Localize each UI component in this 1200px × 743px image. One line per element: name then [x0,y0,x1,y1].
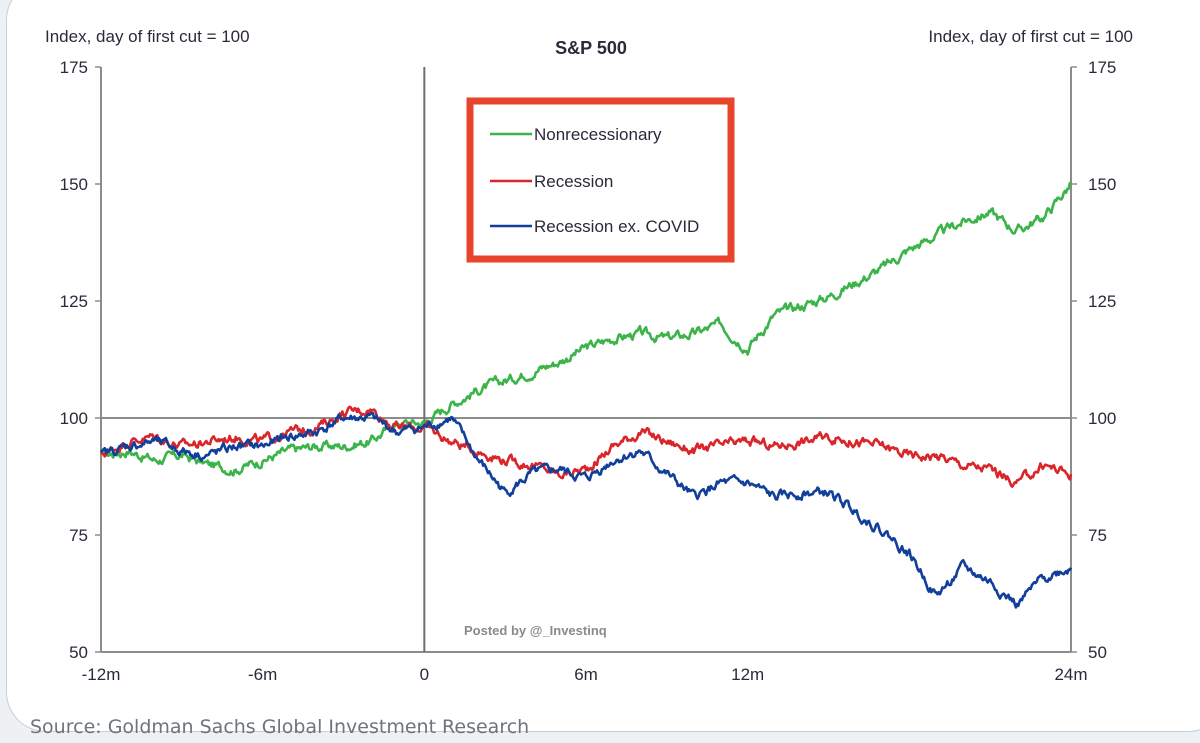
y-tick-label-left: 75 [69,526,88,545]
legend: Nonrecessionary Recession Recession ex. … [466,97,735,263]
source-note: Source: Goldman Sachs Global Investment … [30,716,530,738]
x-tick-label: 6m [574,665,598,684]
y-tick-label-left: 150 [60,175,88,194]
left-axis-label: Index, day of first cut = 100 [45,27,250,46]
y-tick-label-right: 50 [1088,643,1107,662]
watermark: Posted by @_Investinq [464,623,607,638]
series-line-recession-ex-covid [99,411,1073,609]
legend-label-nonrecessionary: Nonrecessionary [534,125,662,144]
y-tick-label-right: 125 [1088,292,1116,311]
axes: 50 50 75 75 100 100 125 125 150 150 175 175 -12m -6m 0… [60,58,1117,684]
legend-label-recession: Recession [534,172,613,191]
x-tick-label: 0 [420,665,429,684]
y-tick-label-right: 175 [1088,58,1116,77]
y-tick-label-left: 100 [60,409,88,428]
y-tick-label-left: 125 [60,292,88,311]
series-line-recession [99,405,1073,488]
y-tick-label-right: 100 [1088,409,1116,428]
legend-label-recession-ex-covid: Recession ex. COVID [534,217,699,236]
y-tick-label-left: 50 [69,643,88,662]
y-tick-label-right: 75 [1088,526,1107,545]
x-tick-label: 24m [1054,665,1087,684]
x-tick-label: 12m [731,665,764,684]
chart-title: S&P 500 [555,38,627,58]
right-axis-label: Index, day of first cut = 100 [928,27,1133,46]
series-group [99,181,1073,609]
series-line-nonrecessionary [99,181,1072,477]
x-tick-label: -6m [248,665,277,684]
y-tick-label-left: 175 [60,58,88,77]
x-tick-label: -12m [82,665,121,684]
y-tick-label-right: 150 [1088,175,1116,194]
